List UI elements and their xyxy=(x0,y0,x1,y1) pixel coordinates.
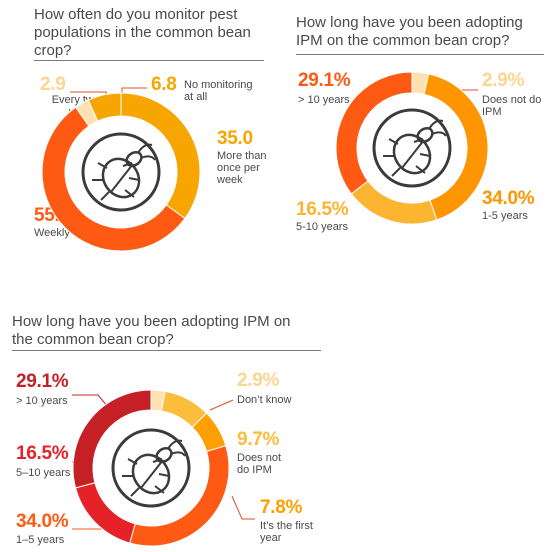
chart3-connector-dont-know xyxy=(209,399,234,411)
chart3-label-1-5: 1–5 years xyxy=(16,534,65,546)
bug-icon xyxy=(111,428,191,508)
slice-5-10-years xyxy=(350,180,438,225)
bug-icon xyxy=(81,132,161,212)
chart2-value-5-10: 16.5% xyxy=(296,199,349,220)
chart3-title: How long have you been adopting IPM on t… xyxy=(12,313,291,348)
chart3-title-rule xyxy=(12,350,321,351)
chart1-title: How often do you monitor pest population… xyxy=(34,6,251,59)
chart1-label-weekly: Weekly xyxy=(34,227,70,239)
chart2-value-over-10: 29.1% xyxy=(298,70,351,91)
chart3-value-over-10: 29.1% xyxy=(16,371,69,392)
slice-weekly xyxy=(41,106,186,252)
slice-10-years xyxy=(335,71,413,195)
chart3-value-5-10: 16.5% xyxy=(16,443,69,464)
chart1-donut xyxy=(41,92,201,252)
chart3-label-no-ipm: Does not do IPM xyxy=(237,452,282,476)
chart2-label-1-5: 1-5 years xyxy=(482,210,528,222)
chart1-value-more-than-once: 35.0 xyxy=(217,128,253,149)
chart3-connector-over-10 xyxy=(72,394,109,408)
chart2-label-5-10: 5-10 years xyxy=(296,221,348,233)
chart3-label-5-10: 5–10 years xyxy=(16,467,71,479)
slice-no-monitoring-at-all xyxy=(87,92,122,122)
chart3-value-1-5: 34.0% xyxy=(16,511,69,532)
chart1-value-every-two-weeks: 2.9 xyxy=(40,74,66,95)
chart3-label-dont-know: Don’t know xyxy=(237,394,292,406)
chart1-label-more-than-once: More than once per week xyxy=(217,150,267,186)
chart3-value-first-year: 7.8% xyxy=(260,497,303,518)
chart2-value-no-ipm: 2.9% xyxy=(482,70,525,91)
chart3-value-no-ipm: 9.7% xyxy=(237,429,280,450)
chart2-title: How long have you been adopting IPM on t… xyxy=(296,14,523,49)
chart1-title-rule xyxy=(34,60,264,61)
slice-10-years xyxy=(72,389,152,489)
chart3-connector-first-year xyxy=(231,495,255,520)
chart1-label-no-monitoring: No monitoring at all xyxy=(184,79,253,103)
chart3-label-over-10: > 10 years xyxy=(16,395,68,407)
bug-icon xyxy=(372,108,452,188)
chart3-donut xyxy=(72,389,230,547)
chart2-title-rule xyxy=(296,54,544,55)
chart2-donut xyxy=(335,71,489,225)
chart3-value-dont-know: 2.9% xyxy=(237,370,280,391)
chart2-label-over-10: > 10 years xyxy=(298,94,350,106)
chart2-label-no-ipm: Does not do IPM xyxy=(482,94,542,118)
chart3-label-first-year: It’s the first year xyxy=(260,520,313,544)
chart2-value-1-5: 34.0% xyxy=(482,188,535,209)
chart1-value-no-monitoring: 6.8 xyxy=(151,74,177,95)
